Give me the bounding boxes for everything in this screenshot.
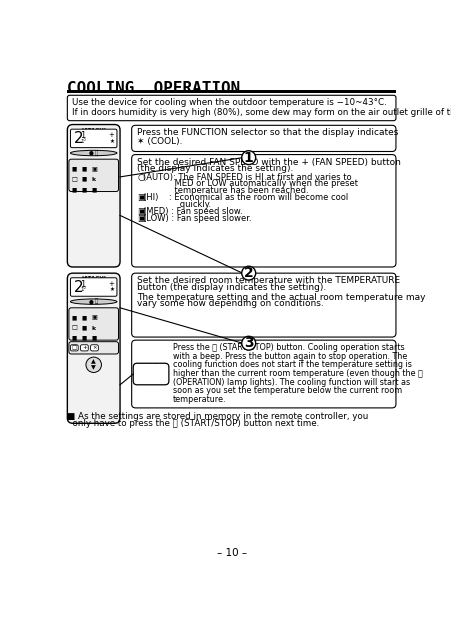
Circle shape xyxy=(241,266,255,280)
Text: □: □ xyxy=(71,326,77,330)
Text: ■: ■ xyxy=(71,187,76,192)
Text: ■: ■ xyxy=(81,167,86,172)
Text: ■: ■ xyxy=(81,335,86,340)
Text: ▣: ▣ xyxy=(137,193,145,202)
Text: HITACHI: HITACHI xyxy=(81,127,106,132)
Text: (OPERATION) lamp lights). The cooling function will start as: (OPERATION) lamp lights). The cooling fu… xyxy=(172,378,409,387)
Text: ▣: ▣ xyxy=(91,316,97,321)
Text: START: START xyxy=(136,364,166,372)
Text: 2: 2 xyxy=(74,131,83,147)
Text: ✶ (COOL).: ✶ (COOL). xyxy=(137,137,182,146)
FancyBboxPatch shape xyxy=(131,340,395,408)
Text: ■: ■ xyxy=(71,316,76,321)
Text: Set the desired room temperature with the TEMPERATURE: Set the desired room temperature with th… xyxy=(137,276,399,285)
Circle shape xyxy=(86,357,101,372)
Text: ▣: ▣ xyxy=(91,167,97,172)
Text: ■: ■ xyxy=(81,316,86,321)
Text: ⓘ: ⓘ xyxy=(95,150,98,156)
Text: ■: ■ xyxy=(81,177,86,182)
Text: STOP: STOP xyxy=(138,372,163,381)
Text: The temperature setting and the actual room temperature may: The temperature setting and the actual r… xyxy=(137,292,425,301)
Text: 1: 1 xyxy=(80,280,86,289)
Text: ●: ● xyxy=(89,299,93,304)
Text: ▣: ▣ xyxy=(137,207,145,216)
FancyBboxPatch shape xyxy=(70,278,117,296)
Text: ■: ■ xyxy=(91,335,97,340)
Text: +: + xyxy=(109,281,115,287)
Ellipse shape xyxy=(70,299,117,305)
Text: Press the FUNCTION selector so that the display indicates: Press the FUNCTION selector so that the … xyxy=(137,129,398,138)
Circle shape xyxy=(241,336,255,350)
Text: COOLING  OPERATION: COOLING OPERATION xyxy=(67,81,240,97)
FancyBboxPatch shape xyxy=(69,342,118,354)
Text: ■ As the settings are stored in memory in the remote controller, you: ■ As the settings are stored in memory i… xyxy=(67,412,368,420)
Text: soon as you set the temperature below the current room: soon as you set the temperature below th… xyxy=(172,387,401,396)
Text: ○: ○ xyxy=(137,173,145,182)
Text: 1⁰: 1⁰ xyxy=(80,287,86,292)
Text: ■: ■ xyxy=(71,167,76,172)
Text: +: + xyxy=(109,132,115,138)
FancyBboxPatch shape xyxy=(131,125,395,152)
FancyBboxPatch shape xyxy=(67,95,395,121)
Text: □: □ xyxy=(71,177,77,182)
Text: vary some how depending on conditions.: vary some how depending on conditions. xyxy=(137,299,323,308)
Text: HITACHI: HITACHI xyxy=(81,276,106,281)
Text: k: k xyxy=(91,326,95,330)
FancyBboxPatch shape xyxy=(67,125,120,267)
Text: 1: 1 xyxy=(80,131,86,140)
Text: (LOW) : Fan speed slower.: (LOW) : Fan speed slower. xyxy=(143,214,251,223)
Text: ▼: ▼ xyxy=(91,365,96,371)
FancyBboxPatch shape xyxy=(131,273,395,337)
FancyBboxPatch shape xyxy=(69,308,118,340)
Text: temperature.: temperature. xyxy=(172,395,226,404)
FancyBboxPatch shape xyxy=(80,345,88,351)
Text: ●: ● xyxy=(89,150,93,156)
Text: k: k xyxy=(91,177,95,182)
Text: 2: 2 xyxy=(74,280,83,295)
Text: ■: ■ xyxy=(81,187,86,192)
Text: ★: ★ xyxy=(110,287,115,292)
Text: +: + xyxy=(82,346,87,350)
Text: □: □ xyxy=(72,346,77,350)
FancyBboxPatch shape xyxy=(133,364,169,385)
Text: – 10 –: – 10 – xyxy=(216,548,246,558)
FancyBboxPatch shape xyxy=(90,345,98,351)
Text: 3: 3 xyxy=(244,336,253,350)
Ellipse shape xyxy=(70,150,117,156)
Text: cooling function does not start if the temperature setting is: cooling function does not start if the t… xyxy=(172,360,411,369)
Text: with a beep. Press the button again to stop operation. The: with a beep. Press the button again to s… xyxy=(172,352,406,361)
Text: Use the device for cooling when the outdoor temperature is −10~43°C.: Use the device for cooling when the outd… xyxy=(72,99,386,108)
Text: (MED) : Fan speed slow.: (MED) : Fan speed slow. xyxy=(143,207,242,216)
Text: (the display indicates the setting).: (the display indicates the setting). xyxy=(137,164,293,173)
Text: ▲: ▲ xyxy=(91,359,96,364)
Text: Press the Ⓢ (START/STOP) button. Cooling operation starts: Press the Ⓢ (START/STOP) button. Cooling… xyxy=(172,343,404,352)
Text: temperature has been reached.: temperature has been reached. xyxy=(143,186,308,195)
Text: only have to press the Ⓢ (START/STOP) button next time.: only have to press the Ⓢ (START/STOP) bu… xyxy=(67,419,319,428)
Bar xyxy=(67,90,395,93)
Circle shape xyxy=(241,150,255,164)
Text: ×: × xyxy=(92,346,97,350)
FancyBboxPatch shape xyxy=(67,273,120,423)
Text: (HI)    : Economical as the room will become cool: (HI) : Economical as the room will becom… xyxy=(143,193,348,202)
FancyBboxPatch shape xyxy=(70,345,78,351)
Text: If in doors humidity is very high (80%), some dew may form on the air outlet gri: If in doors humidity is very high (80%),… xyxy=(72,108,451,116)
Text: ■: ■ xyxy=(91,187,97,192)
Text: MED or LOW automatically when the preset: MED or LOW automatically when the preset xyxy=(143,179,358,188)
Text: button (the display indicates the setting).: button (the display indicates the settin… xyxy=(137,283,326,292)
Text: 1: 1 xyxy=(243,150,253,164)
FancyBboxPatch shape xyxy=(131,155,395,267)
Text: 2: 2 xyxy=(243,266,253,280)
FancyBboxPatch shape xyxy=(69,159,118,191)
Text: ★: ★ xyxy=(110,139,115,144)
Text: quickly.: quickly. xyxy=(143,200,211,209)
Text: Set the desired FAN SPEED with the + (FAN SPEED) button: Set the desired FAN SPEED with the + (FA… xyxy=(137,157,400,166)
Text: higher than the current room temperature (even though the Ⓢ: higher than the current room temperature… xyxy=(172,369,422,378)
Text: ■: ■ xyxy=(71,335,76,340)
FancyBboxPatch shape xyxy=(70,129,117,148)
Text: 1⁰: 1⁰ xyxy=(80,139,86,144)
Text: (AUTO): The FAN SPEED is HI at first and varies to: (AUTO): The FAN SPEED is HI at first and… xyxy=(143,173,351,182)
Text: ■: ■ xyxy=(81,326,86,330)
Text: ⓘ: ⓘ xyxy=(95,299,98,305)
Text: ▣: ▣ xyxy=(137,214,145,223)
